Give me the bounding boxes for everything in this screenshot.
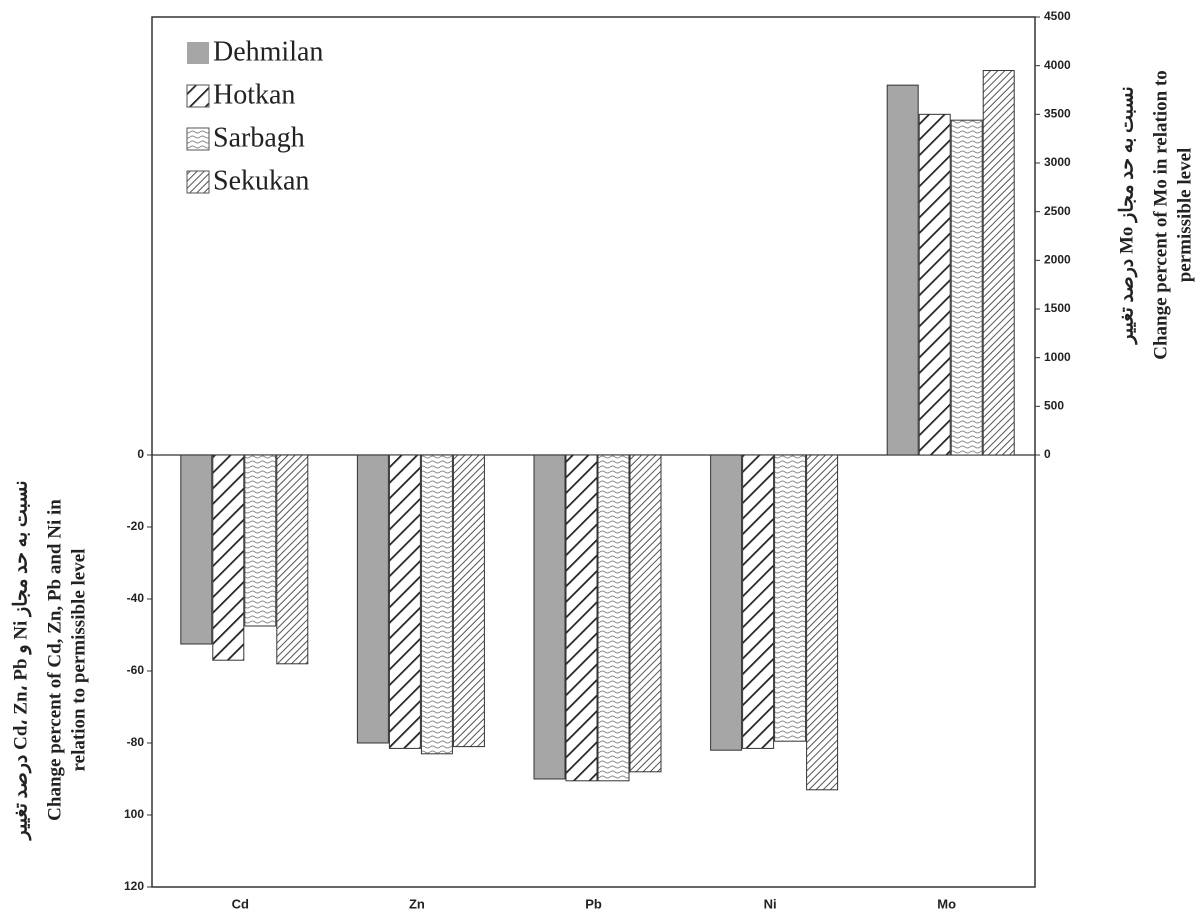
bar bbox=[774, 454, 807, 742]
y-axis-label: Change percent of Cd, Zn, Pb and Ni in bbox=[44, 499, 65, 821]
y-tick-label: -80 bbox=[127, 735, 145, 749]
legend-swatch bbox=[186, 84, 210, 108]
x-tick-label: Ni bbox=[764, 896, 777, 911]
bar bbox=[180, 454, 213, 645]
bar bbox=[950, 119, 983, 456]
x-tick-label: Mo bbox=[937, 896, 956, 911]
legend-swatch bbox=[186, 127, 210, 151]
bar bbox=[565, 454, 598, 782]
y2-tick-label: 4500 bbox=[1044, 9, 1071, 23]
x-tick-label: Pb bbox=[585, 896, 602, 911]
y2-tick-label: 1000 bbox=[1044, 350, 1071, 364]
y-tick-label: 0 bbox=[137, 447, 144, 461]
y-tick-label: 120 bbox=[124, 879, 144, 893]
bar bbox=[533, 454, 566, 780]
y2-tick-label: 3000 bbox=[1044, 155, 1071, 169]
bar bbox=[982, 70, 1015, 456]
y2-tick-label: 0 bbox=[1044, 447, 1051, 461]
legend-label: Hotkan bbox=[213, 79, 295, 110]
legend-label: Sekukan bbox=[213, 165, 309, 196]
legend-swatch bbox=[186, 170, 210, 194]
bar bbox=[244, 454, 277, 627]
y2-tick-label: 2000 bbox=[1044, 253, 1071, 267]
y2-tick-label: 2500 bbox=[1044, 204, 1071, 218]
y2-axis-label: Change percent of Mo in relation to bbox=[1150, 70, 1171, 360]
legend-label: Dehmilan bbox=[213, 36, 323, 67]
bar bbox=[918, 113, 951, 456]
y-tick-label: 100 bbox=[124, 807, 144, 821]
y2-axis-label: permissible level bbox=[1174, 148, 1195, 283]
legend-label: Sarbagh bbox=[213, 122, 305, 153]
plot-frame bbox=[151, 16, 1036, 888]
bar bbox=[452, 454, 485, 748]
y2-axis-label: درصد تغییر Mo نسبت به حد مجاز bbox=[1116, 86, 1137, 345]
legend-swatch bbox=[187, 42, 209, 64]
bar bbox=[806, 454, 839, 791]
bar bbox=[629, 454, 662, 773]
bar bbox=[356, 454, 389, 744]
bar bbox=[212, 454, 245, 661]
bar bbox=[388, 454, 421, 749]
bar bbox=[742, 454, 775, 749]
y-axis-label: relation to permissible level bbox=[68, 549, 89, 772]
x-tick-label: Cd bbox=[232, 896, 249, 911]
bar bbox=[710, 454, 743, 751]
y2-tick-label: 3500 bbox=[1044, 107, 1071, 121]
y-axis-label: درصد تغییر Cd، Zn، Pb و Ni نسبت به حد مج… bbox=[10, 480, 31, 841]
bar bbox=[597, 454, 630, 782]
y-tick-label: -40 bbox=[127, 591, 145, 605]
bar bbox=[886, 84, 919, 456]
bar bbox=[420, 454, 453, 755]
x-tick-label: Zn bbox=[409, 896, 425, 911]
y-tick-label: -20 bbox=[127, 519, 145, 533]
y2-tick-label: 4000 bbox=[1044, 58, 1071, 72]
bar bbox=[276, 454, 309, 665]
y2-tick-label: 1500 bbox=[1044, 301, 1071, 315]
y-tick-label: -60 bbox=[127, 663, 145, 677]
y2-tick-label: 500 bbox=[1044, 399, 1064, 413]
